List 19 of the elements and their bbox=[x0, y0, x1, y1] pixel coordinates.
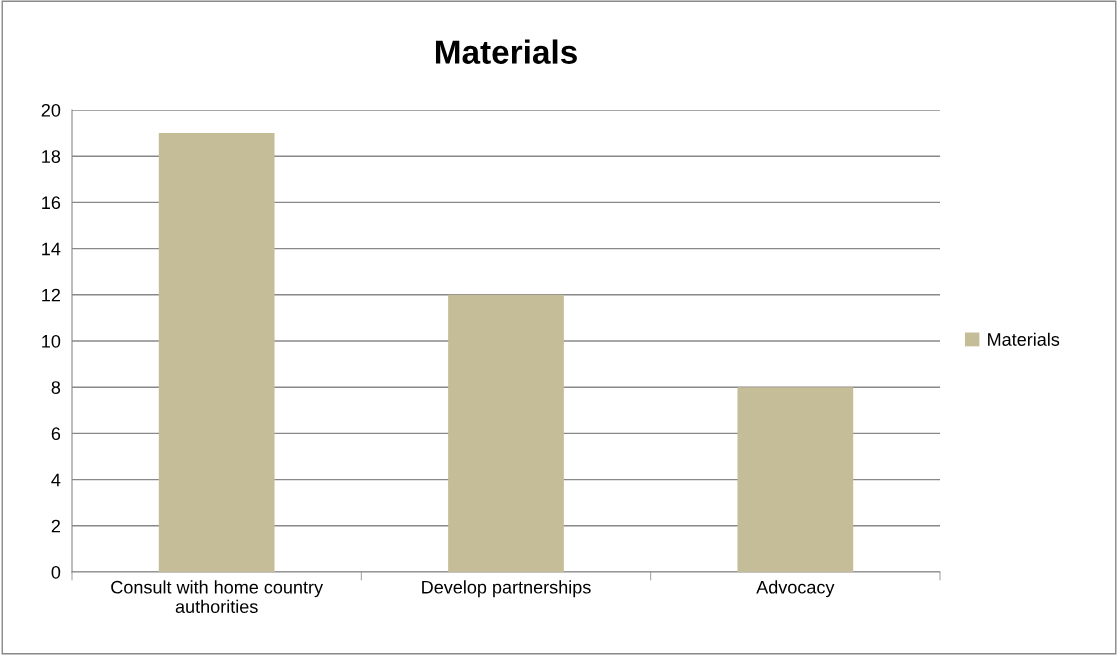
x-tick-label: Advocacy bbox=[756, 580, 835, 598]
chart-title: Materials bbox=[435, 39, 577, 64]
bar bbox=[737, 387, 854, 572]
legend-label: Materials bbox=[988, 332, 1060, 346]
y-tick-label: 2 bbox=[51, 519, 60, 533]
y-tick-label: 0 bbox=[51, 565, 61, 579]
y-tick-label: 8 bbox=[51, 381, 61, 394]
x-tick-label: Consult with home country authorities bbox=[111, 580, 324, 614]
y-tick-label: 12 bbox=[42, 288, 60, 302]
y-tick-label: 20 bbox=[41, 103, 61, 117]
y-tick-label: 6 bbox=[51, 427, 61, 441]
y-tick-label: 14 bbox=[42, 242, 61, 256]
y-tick-label: 10 bbox=[42, 334, 61, 348]
y-tick-label: 18 bbox=[42, 150, 61, 163]
y-tick-label: 4 bbox=[51, 473, 61, 487]
bar bbox=[448, 294, 564, 572]
x-tick-label: Develop partnerships bbox=[422, 580, 591, 598]
y-tick-label: 16 bbox=[42, 196, 61, 210]
bar bbox=[158, 133, 275, 572]
